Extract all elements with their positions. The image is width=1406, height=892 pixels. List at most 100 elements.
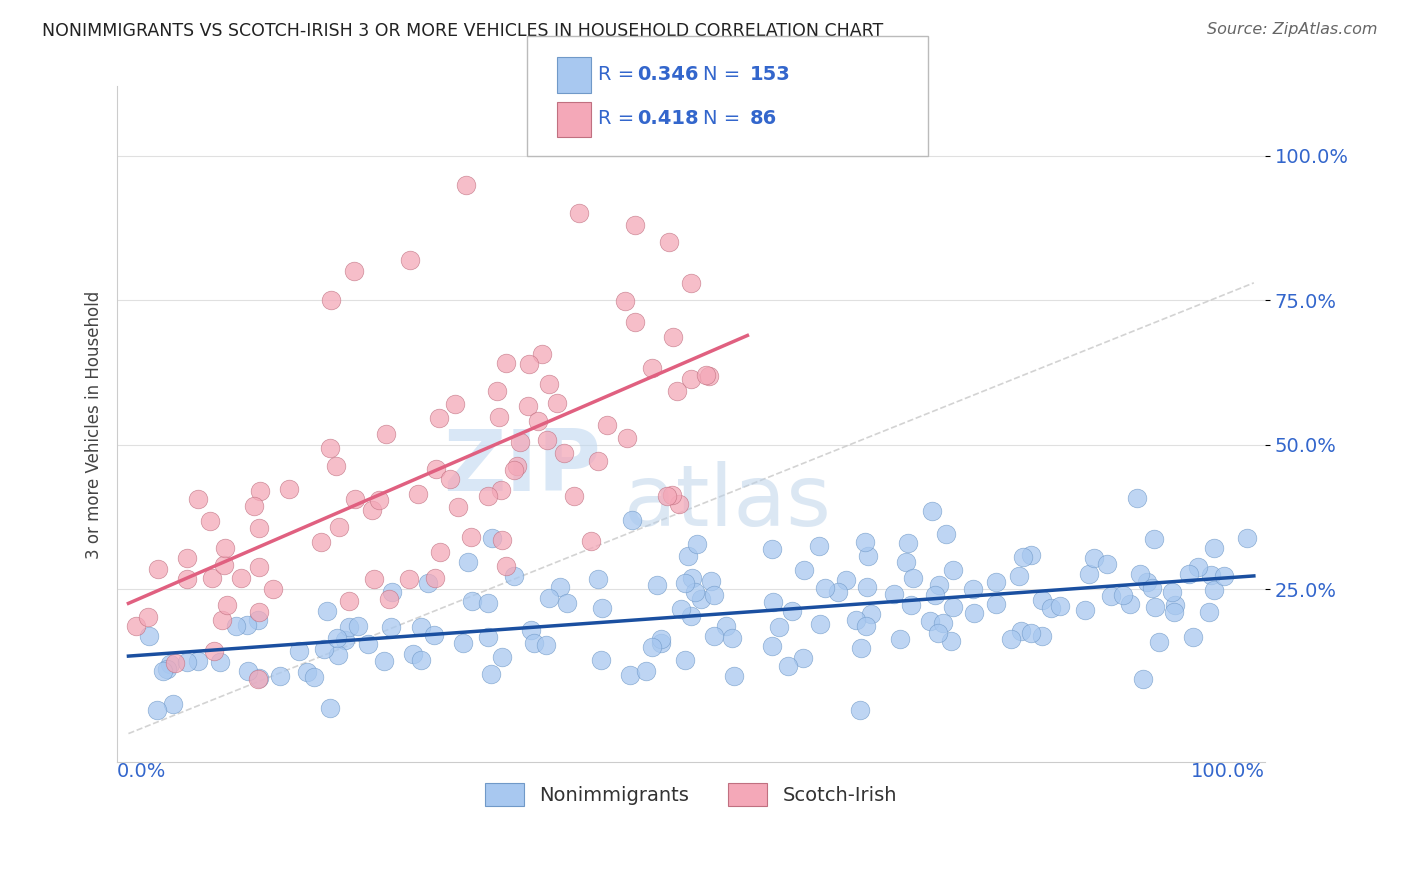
Point: [900, 598, 922, 612]
Point: [591, 653, 613, 667]
Point: [1199, 567, 1222, 582]
Point: [460, 531, 482, 545]
Point: [761, 541, 783, 556]
Point: [302, 670, 325, 684]
Point: [249, 484, 271, 499]
Point: [1204, 541, 1226, 555]
Point: [146, 562, 169, 576]
Point: [921, 503, 943, 517]
Point: [668, 498, 690, 512]
Point: [761, 640, 783, 654]
Point: [855, 618, 877, 632]
Point: [1143, 532, 1166, 546]
Point: [1083, 550, 1105, 565]
Point: [288, 644, 311, 658]
Point: [613, 293, 636, 308]
Point: [409, 620, 432, 634]
Point: [326, 648, 349, 662]
Point: [363, 572, 385, 586]
Point: [553, 446, 575, 460]
Point: [1164, 598, 1187, 612]
Point: [920, 614, 942, 628]
Point: [538, 377, 561, 392]
Point: [655, 489, 678, 503]
Point: [1126, 491, 1149, 505]
Point: [548, 581, 571, 595]
Point: [398, 572, 420, 586]
Point: [187, 491, 209, 506]
Point: [1000, 632, 1022, 647]
Point: [295, 665, 318, 680]
Point: [844, 613, 866, 627]
Point: [808, 616, 831, 631]
Point: [762, 595, 785, 609]
Point: [894, 555, 917, 569]
Point: [176, 655, 198, 669]
Point: [246, 672, 269, 686]
Point: [361, 503, 384, 517]
Point: [342, 264, 364, 278]
Point: [673, 653, 696, 667]
Point: [416, 575, 439, 590]
Point: [924, 588, 946, 602]
Point: [165, 656, 187, 670]
Point: [619, 668, 641, 682]
Point: [162, 698, 184, 712]
Point: [503, 569, 526, 583]
Point: [793, 563, 815, 577]
Point: [568, 206, 591, 220]
Point: [481, 531, 503, 545]
Point: [942, 600, 965, 615]
Point: [1135, 575, 1157, 590]
Point: [1187, 560, 1209, 574]
Point: [681, 276, 703, 290]
Text: N =: N =: [703, 109, 747, 128]
Point: [860, 607, 883, 621]
Point: [661, 488, 683, 502]
Point: [176, 550, 198, 565]
Point: [1095, 557, 1118, 571]
Point: [1118, 597, 1140, 611]
Point: [328, 520, 350, 534]
Point: [1031, 593, 1053, 607]
Point: [1181, 630, 1204, 644]
Legend: Nonimmigrants, Scotch-Irish: Nonimmigrants, Scotch-Irish: [477, 775, 905, 814]
Point: [856, 549, 879, 563]
Point: [461, 593, 484, 607]
Y-axis label: 3 or more Vehicles in Household: 3 or more Vehicles in Household: [86, 290, 103, 558]
Point: [325, 458, 347, 473]
Point: [579, 534, 602, 549]
Point: [1213, 569, 1236, 583]
Point: [681, 571, 703, 585]
Point: [337, 620, 360, 634]
Point: [650, 632, 672, 646]
Point: [530, 347, 553, 361]
Point: [145, 703, 167, 717]
Point: [835, 573, 858, 587]
Point: [457, 555, 479, 569]
Text: N =: N =: [703, 64, 747, 84]
Point: [380, 620, 402, 634]
Point: [209, 655, 232, 669]
Point: [277, 482, 299, 496]
Text: 0.418: 0.418: [637, 109, 699, 128]
Point: [986, 574, 1008, 589]
Point: [156, 662, 179, 676]
Point: [963, 606, 986, 620]
Point: [520, 624, 543, 638]
Text: atlas: atlas: [624, 461, 831, 544]
Point: [538, 591, 561, 605]
Point: [1143, 600, 1166, 615]
Point: [517, 399, 540, 413]
Point: [562, 489, 585, 503]
Point: [374, 427, 396, 442]
Point: [662, 330, 685, 344]
Point: [616, 431, 638, 445]
Point: [714, 618, 737, 632]
Point: [1074, 603, 1097, 617]
Point: [1161, 585, 1184, 599]
Point: [1129, 567, 1152, 582]
Point: [429, 545, 451, 559]
Point: [1142, 581, 1164, 595]
Point: [214, 541, 236, 556]
